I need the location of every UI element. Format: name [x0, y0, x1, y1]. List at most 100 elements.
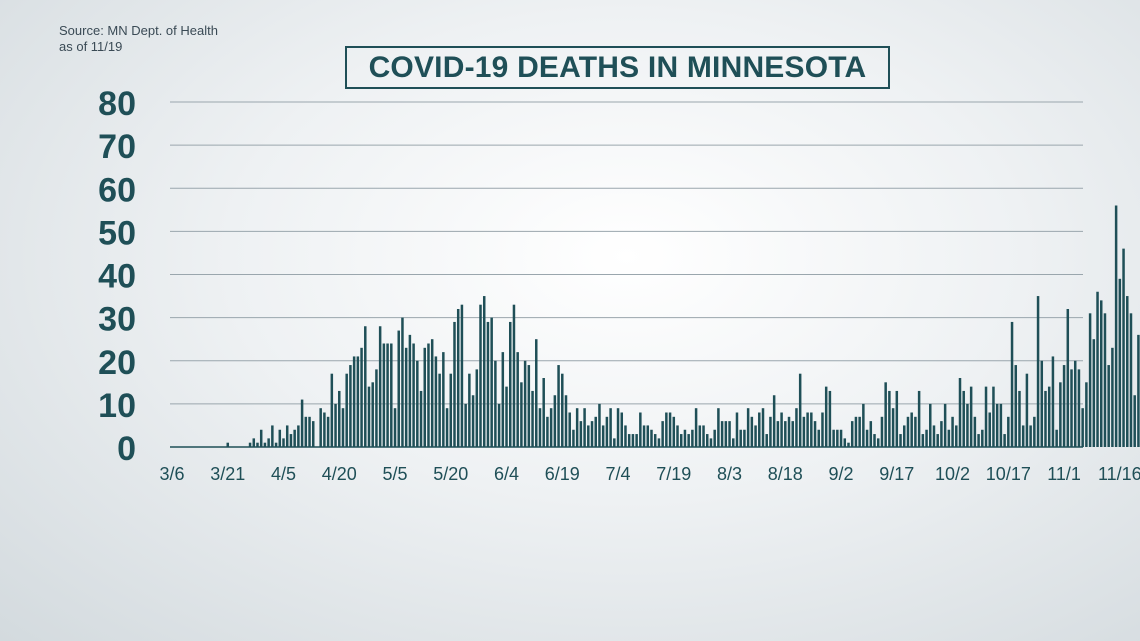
- bar: [248, 442, 252, 447]
- bar: [364, 326, 367, 447]
- bar: [263, 442, 267, 447]
- bar: [401, 317, 404, 447]
- x-tick-label: 8/3: [717, 464, 742, 484]
- bar: [802, 416, 806, 447]
- bar: [750, 416, 754, 447]
- bar: [921, 434, 925, 447]
- y-tick-label: 60: [98, 171, 136, 209]
- bar: [285, 425, 289, 447]
- bar: [404, 347, 408, 447]
- bar: [888, 390, 891, 447]
- bar: [795, 408, 798, 447]
- bar: [256, 442, 259, 447]
- bar: [319, 408, 322, 447]
- bar: [501, 352, 505, 447]
- bar: [601, 425, 605, 447]
- bar: [471, 395, 475, 447]
- y-tick-label: 20: [98, 344, 136, 382]
- bar: [252, 438, 256, 447]
- bar: [259, 429, 263, 447]
- bar: [278, 429, 282, 447]
- bar: [482, 296, 486, 447]
- bar: [1111, 347, 1114, 447]
- bar: [583, 408, 586, 447]
- bar: [765, 434, 768, 447]
- bar: [813, 421, 817, 447]
- bar: [895, 390, 899, 447]
- bar: [616, 408, 620, 447]
- bar: [345, 373, 348, 447]
- bar: [836, 429, 839, 447]
- bar: [1107, 365, 1110, 447]
- bar: [330, 373, 334, 447]
- bar: [1122, 248, 1125, 447]
- x-tick-label: 10/17: [986, 464, 1031, 484]
- bar: [549, 408, 553, 447]
- bar: [717, 408, 720, 447]
- bar: [1088, 313, 1092, 447]
- bar: [665, 412, 668, 447]
- bar: [969, 386, 973, 447]
- bar: [293, 429, 296, 447]
- bar: [1051, 356, 1055, 447]
- bar: [661, 421, 664, 447]
- bar: [999, 403, 1003, 447]
- bar: [1103, 313, 1107, 447]
- bar: [858, 416, 861, 447]
- bar: [929, 403, 932, 447]
- as-of-date: as of 11/19: [59, 39, 123, 54]
- bar: [776, 421, 780, 447]
- bar: [423, 347, 427, 447]
- bar: [1114, 205, 1118, 447]
- bar: [311, 421, 315, 447]
- bar: [1033, 416, 1036, 447]
- bar: [884, 382, 887, 447]
- bar: [810, 412, 813, 447]
- bar: [512, 304, 516, 447]
- bar: [605, 416, 609, 447]
- y-tick-label: 10: [98, 387, 136, 425]
- x-tick-label: 4/5: [271, 464, 296, 484]
- bar: [876, 438, 880, 447]
- bar: [732, 438, 735, 447]
- bar: [542, 378, 545, 447]
- bar: [772, 395, 776, 447]
- bar: [787, 416, 791, 447]
- bar: [694, 408, 698, 447]
- bar: [1055, 429, 1058, 447]
- bar: [784, 421, 787, 447]
- bar: [430, 339, 434, 447]
- bar: [646, 425, 650, 447]
- bar: [468, 373, 471, 447]
- bar: [412, 343, 415, 447]
- bar: [1025, 373, 1029, 447]
- bar: [973, 416, 977, 447]
- bar: [575, 408, 579, 447]
- bar: [806, 412, 809, 447]
- bar: [308, 416, 311, 447]
- bar: [728, 421, 731, 447]
- bar: [375, 369, 378, 447]
- bar: [1126, 296, 1129, 447]
- bar: [1100, 300, 1103, 447]
- bar: [880, 416, 884, 447]
- bar: [341, 408, 345, 447]
- bar: [951, 416, 954, 447]
- bar: [936, 434, 939, 447]
- chart-title-box: COVID-19 DEATHS IN MINNESOTA: [345, 46, 890, 89]
- bar: [687, 434, 690, 447]
- bar: [992, 386, 995, 447]
- bar: [1021, 425, 1025, 447]
- bar: [639, 412, 642, 447]
- bar: [1029, 425, 1032, 447]
- bar: [378, 326, 382, 447]
- bar: [1066, 309, 1070, 447]
- bar: [397, 330, 400, 447]
- bar: [1118, 278, 1122, 447]
- bar: [902, 425, 906, 447]
- bar: [438, 373, 441, 447]
- bar: [914, 416, 917, 447]
- x-tick-label: 5/5: [383, 464, 408, 484]
- bar: [505, 386, 508, 447]
- bar: [282, 438, 285, 447]
